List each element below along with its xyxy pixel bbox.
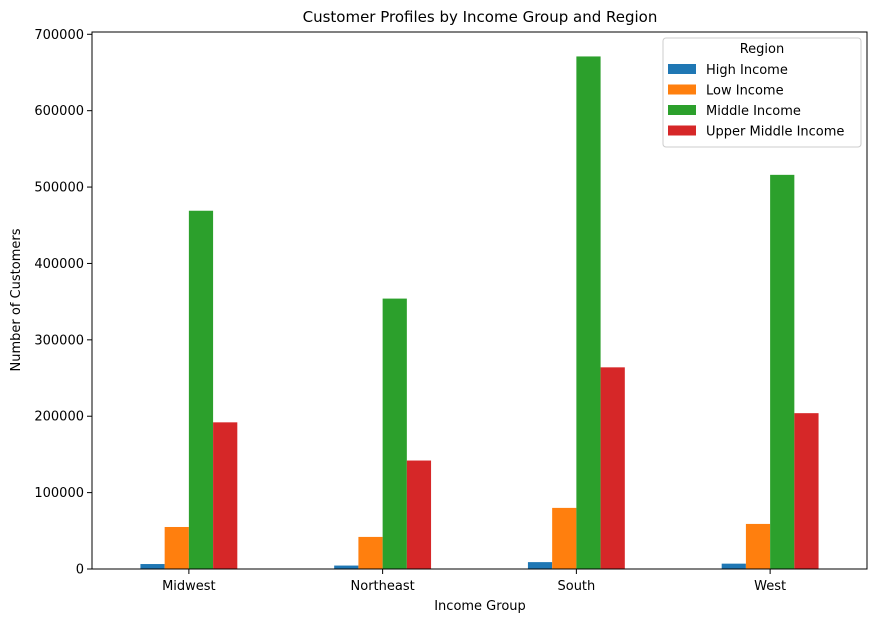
bar [213, 422, 238, 569]
legend-swatch [668, 64, 696, 74]
y-tick-label: 600000 [34, 104, 84, 119]
legend-items: High Income Low Income Middle Income Upper … [668, 63, 844, 140]
legend-swatch [668, 125, 696, 136]
y-tick-label: 0 [76, 563, 84, 578]
bar [527, 562, 553, 569]
chart-title: Customer Profiles by Income Group and Re… [303, 8, 658, 26]
legend-swatch [668, 84, 696, 95]
y-tick-label: 700000 [34, 28, 84, 43]
y-tick-label: 400000 [34, 257, 84, 272]
x-tick-label: Northeast [351, 579, 415, 594]
bar [334, 565, 359, 569]
bar [794, 413, 819, 569]
legend-label: Middle Income [706, 104, 801, 119]
bar [770, 174, 795, 570]
bar [164, 526, 189, 569]
bar [745, 523, 771, 569]
bar [406, 460, 432, 569]
legend-label: Low Income [706, 84, 784, 99]
bar [140, 564, 165, 569]
bar [721, 563, 746, 569]
legend-label: Upper Middle Income [706, 125, 844, 140]
bar [576, 56, 601, 570]
y-axis-title: Number of Customers [9, 228, 24, 371]
legend: Region High Income Low Income Middle Incom… [662, 37, 862, 148]
y-axis: 0 100000 200000 300000 400000 500000 600000 700… [34, 28, 92, 578]
y-tick-label: 100000 [34, 486, 84, 501]
bar [188, 210, 214, 570]
legend-title: Region [740, 42, 785, 57]
bar [358, 536, 383, 569]
y-tick-label: 300000 [34, 333, 84, 348]
y-tick-label: 500000 [34, 181, 84, 196]
x-axis: Midwest Northeast South West [162, 569, 786, 594]
legend-box [662, 37, 862, 148]
bar [382, 298, 407, 569]
legend-swatch [668, 105, 696, 115]
x-tick-label: West [754, 579, 786, 594]
bars-layer [140, 56, 819, 570]
y-tick-label: 200000 [34, 410, 84, 425]
bar [600, 367, 625, 569]
x-axis-title: Income Group [434, 599, 526, 614]
x-tick-label: South [557, 579, 595, 594]
plot-frame [91, 31, 868, 570]
bar [552, 507, 577, 569]
legend-label: High Income [706, 63, 788, 78]
x-tick-label: Midwest [162, 579, 216, 594]
